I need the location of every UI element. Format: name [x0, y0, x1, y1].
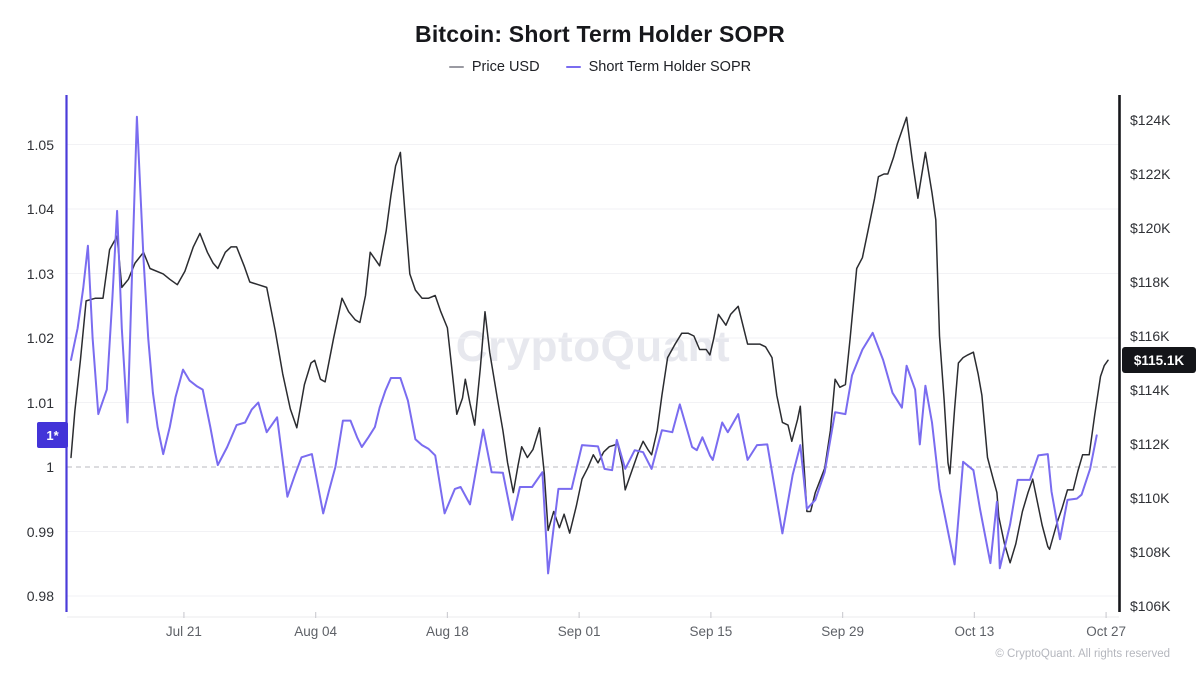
- left-axis-tick-label: 1: [46, 459, 54, 475]
- chart-title: Bitcoin: Short Term Holder SOPR: [415, 21, 785, 47]
- price-usd-line: [70, 116, 1109, 564]
- right-axis-tick-label: $118K: [1130, 274, 1170, 290]
- legend-item-price-usd[interactable]: Price USD: [448, 59, 540, 75]
- right-axis-tick-label: $116K: [1130, 328, 1170, 344]
- x-axis-tick-label: Sep 15: [689, 624, 733, 639]
- right-axis-tick-label: $114K: [1130, 382, 1170, 398]
- x-axis-tick-label: Jul 21: [165, 624, 202, 639]
- left-axis-tick-label: 1.05: [26, 136, 54, 153]
- price-current-value-badge: $115.1K: [1122, 347, 1196, 374]
- left-axis-tick-label: 0.98: [26, 588, 54, 604]
- legend-dash-icon: [448, 65, 464, 69]
- right-axis-tick-label: $112K: [1130, 436, 1170, 452]
- left-axis-tick-label: 1.02: [26, 330, 54, 346]
- x-axis-tick-label: Aug 18: [425, 624, 469, 639]
- copyright-footer: © CryptoQuant. All rights reserved: [995, 648, 1170, 660]
- legend: Price USD Short Term Holder SOPR: [0, 59, 1200, 75]
- legend-item-label: Price USD: [471, 59, 540, 75]
- right-axis-tick-label: $124K: [1130, 112, 1171, 128]
- right-axis-tick-label: $106K: [1130, 598, 1171, 614]
- right-axis-tick-label: $108K: [1130, 544, 1171, 560]
- sopr-current-value-badge: 1*: [37, 422, 68, 449]
- x-axis-tick-label: Oct 13: [954, 624, 995, 639]
- legend-dash-icon: [565, 65, 581, 69]
- left-axis-tick-label: 1.04: [26, 201, 54, 217]
- legend-item-short-term-holder-sopr[interactable]: Short Term Holder SOPR: [565, 59, 752, 75]
- right-axis-tick-label: $122K: [1130, 166, 1171, 182]
- right-axis-tick-label: $110K: [1130, 490, 1170, 506]
- x-axis-tick-label: Oct 27: [1086, 624, 1126, 639]
- left-axis-tick-label: 0.99: [26, 523, 54, 540]
- sopr-line: [70, 115, 1098, 575]
- left-axis-tick-label: 1.03: [26, 265, 54, 282]
- x-axis-tick-label: Sep 01: [557, 624, 601, 639]
- cryptoquant-watermark-logo: CryptoQuant: [455, 322, 731, 371]
- right-axis-tick-label: $120K: [1130, 220, 1171, 236]
- left-axis-tick-label: 1.01: [26, 394, 54, 411]
- legend-item-label: Short Term Holder SOPR: [588, 59, 752, 75]
- x-axis-tick-label: Sep 29: [821, 624, 864, 639]
- x-axis-tick-label: Aug 04: [294, 624, 338, 639]
